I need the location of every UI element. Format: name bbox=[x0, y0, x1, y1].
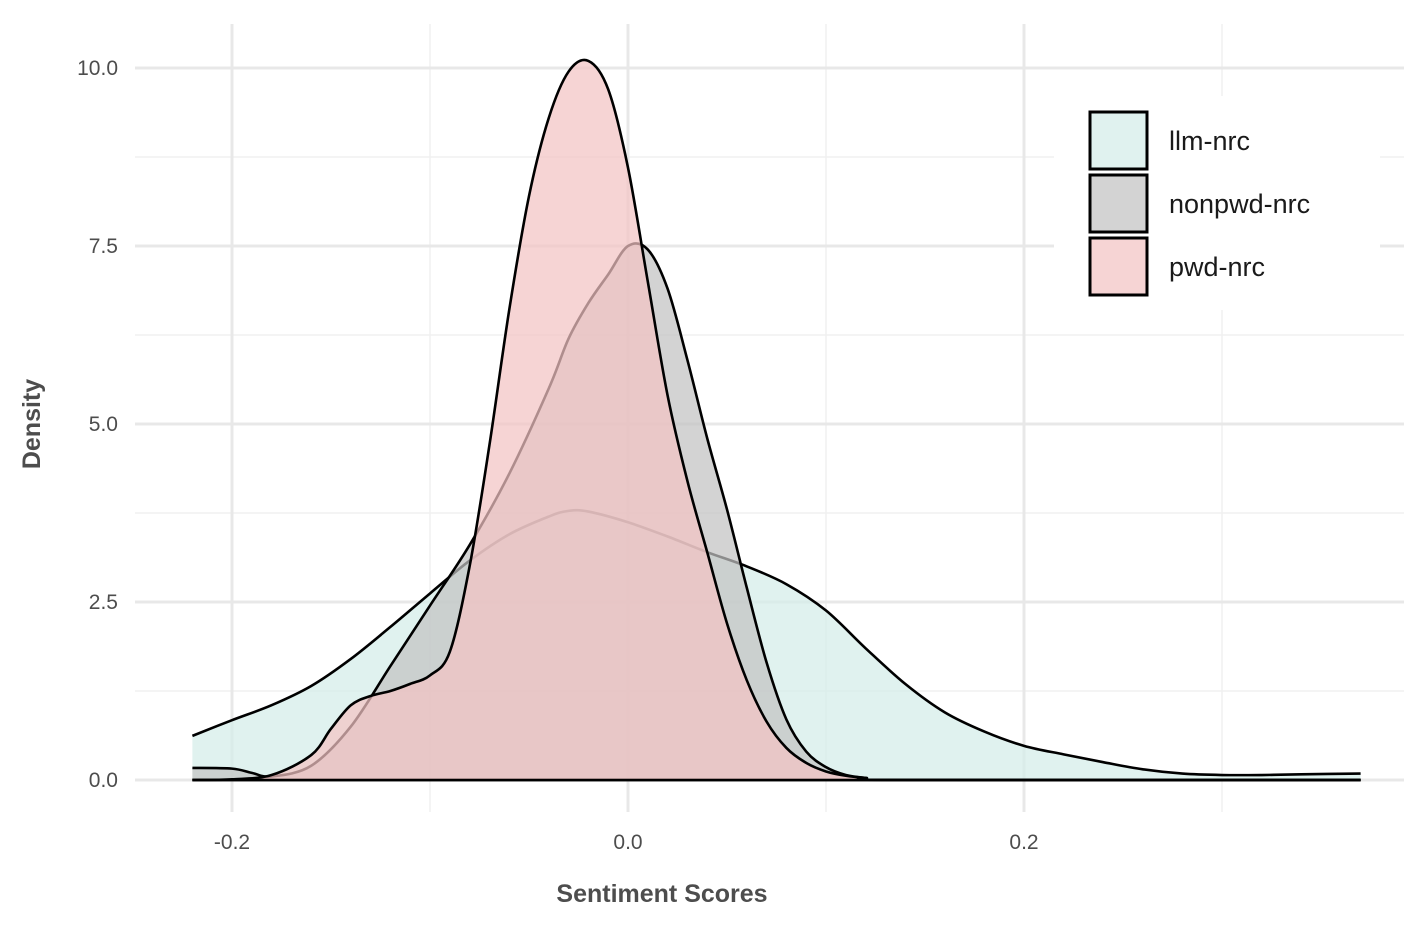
y-tick-label: 2.5 bbox=[89, 591, 118, 614]
y-tick-label: 0.0 bbox=[89, 769, 118, 792]
x-axis-tick-labels: -0.2 0.0 0.2 bbox=[214, 831, 1039, 854]
density-line-llm-nrc bbox=[191, 508, 1361, 777]
density-series-pwd-nrc bbox=[192, 58, 1361, 782]
legend-swatch bbox=[1088, 173, 1149, 234]
x-axis-title: Sentiment Scores bbox=[556, 880, 767, 908]
legend-label: nonpwd-nrc bbox=[1169, 189, 1310, 219]
y-axis-tick-labels: 0.0 2.5 5.0 7.5 10.0 bbox=[77, 57, 118, 792]
y-axis-title: Density bbox=[18, 379, 46, 469]
y-tick-label: 5.0 bbox=[89, 413, 118, 436]
y-tick-label: 10.0 bbox=[77, 57, 118, 80]
x-tick-label: 0.2 bbox=[1009, 831, 1038, 854]
y-tick-label: 7.5 bbox=[89, 235, 118, 258]
legend-swatch bbox=[1088, 110, 1149, 171]
density-line-pwd-nrc bbox=[192, 58, 1361, 782]
legend-item-nonpwd-nrc: nonpwd-nrc bbox=[1088, 173, 1310, 234]
x-tick-label: 0.0 bbox=[613, 831, 642, 854]
legend: llm-nrc nonpwd-nrc pwd-nrc bbox=[1054, 96, 1380, 310]
density-areas bbox=[191, 58, 1361, 782]
legend-item-pwd-nrc: pwd-nrc bbox=[1088, 236, 1265, 297]
legend-label: llm-nrc bbox=[1169, 126, 1250, 156]
legend-swatch bbox=[1088, 236, 1149, 297]
density-area-pwd-nrc bbox=[192, 59, 1361, 781]
legend-label: pwd-nrc bbox=[1169, 252, 1265, 282]
legend-item-llm-nrc: llm-nrc bbox=[1088, 110, 1250, 171]
x-tick-label: -0.2 bbox=[214, 831, 250, 854]
